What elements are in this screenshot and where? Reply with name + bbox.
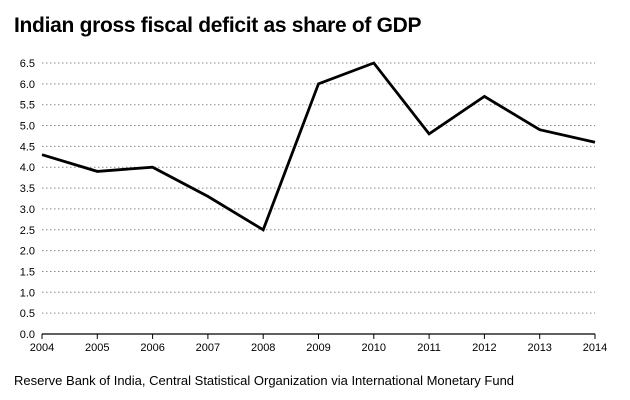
y-tick-label: 3.5 — [20, 183, 35, 195]
series-line — [41, 61, 596, 232]
x-tick-label: 2006 — [140, 342, 164, 354]
y-tick-label: 6.5 — [20, 58, 35, 70]
source-note: Reserve Bank of India, Central Statistic… — [14, 373, 515, 388]
axes — [41, 333, 596, 339]
x-tick-label: 2010 — [362, 342, 386, 354]
x-tick-label: 2012 — [472, 342, 496, 354]
y-tick-label: 4.0 — [20, 162, 35, 174]
x-tick-label: 2011 — [417, 342, 441, 354]
gridlines — [42, 62, 595, 314]
y-tick-labels: 0.0 0.5 1.0 1.5 2.0 2.5 3.0 3.5 4.0 4.5 5.0 5.5 6.0 6… — [20, 58, 35, 341]
x-tick-label: 2005 — [85, 342, 109, 354]
y-tick-label: 5.0 — [20, 121, 35, 133]
y-tick-label: 1.0 — [20, 287, 35, 299]
y-tick-label: 3.0 — [20, 204, 35, 216]
y-tick-label: 2.5 — [20, 225, 35, 237]
y-tick-label: 4.5 — [20, 141, 35, 153]
y-tick-label: 5.5 — [20, 100, 35, 112]
y-tick-label: 0.5 — [20, 308, 35, 320]
y-tick-label: 2.0 — [20, 246, 35, 258]
x-tick-label: 2007 — [196, 342, 220, 354]
x-tick-label: 2014 — [583, 342, 607, 354]
y-tick-label: 0.0 — [20, 329, 35, 341]
x-tick-label: 2004 — [30, 342, 54, 354]
x-tick-label: 2009 — [306, 342, 330, 354]
series — [41, 61, 596, 232]
x-tick-label: 2008 — [251, 342, 275, 354]
y-tick-label: 6.0 — [20, 79, 35, 91]
y-tick-label: 1.5 — [20, 266, 35, 278]
x-tick-label: 2013 — [527, 342, 551, 354]
chart-title: Indian gross fiscal deficit as share of … — [14, 14, 422, 37]
x-tick-labels: 2004 2005 2006 2007 2008 2009 2010 2011 2012 2013… — [30, 342, 607, 354]
